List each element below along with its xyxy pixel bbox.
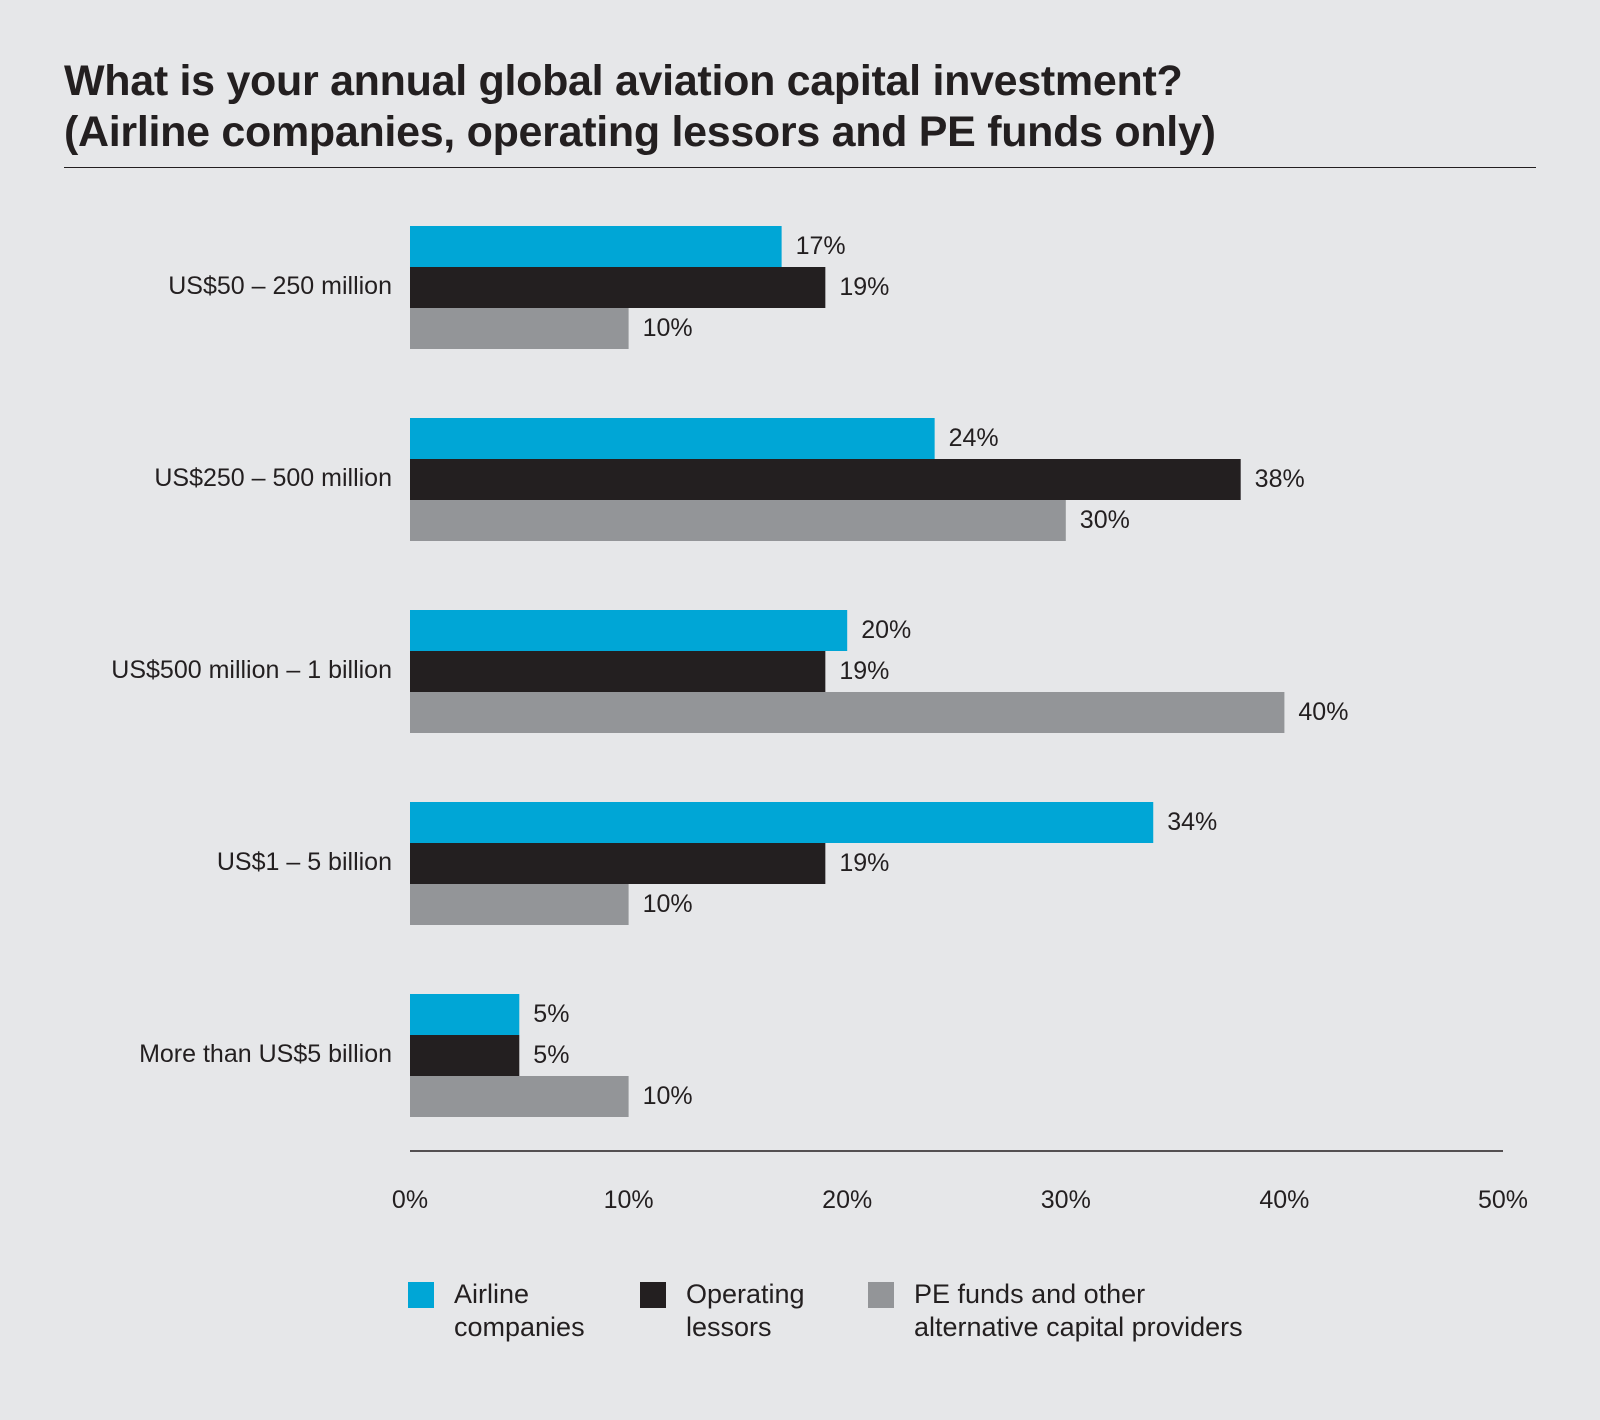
legend-label-operating-lessors: Operating lessors (686, 1278, 805, 1344)
bar-operating-lessors-us-250-500-million (410, 459, 1241, 500)
legend-label-airline-companies: Airline companies (454, 1278, 585, 1344)
category-label-us-250-500-million: US$250 – 500 million (154, 464, 392, 492)
bar-operating-lessors-us-1-5-billion (410, 843, 826, 884)
bar-airline-companies-more-than-us-5-billion (410, 994, 520, 1035)
x-tick-label-10: 10% (604, 1186, 654, 1214)
data-label-operating-lessors-more-than-us-5-billion: 5% (533, 1041, 569, 1069)
bar-airline-companies-us-1-5-billion (410, 802, 1154, 843)
bar-operating-lessors-us-50-250-million (410, 267, 826, 308)
data-label-pe-funds-and-other-alternative-capital-providers-us-250-500-million: 30% (1080, 506, 1130, 534)
bar-pe-funds-and-other-alternative-capital-providers-us-1-5-billion (410, 884, 629, 925)
legend-label-line: alternative capital providers (914, 1312, 1243, 1342)
data-label-pe-funds-and-other-alternative-capital-providers-us-50-250-million: 10% (643, 314, 693, 342)
bar-operating-lessors-more-than-us-5-billion (410, 1035, 520, 1076)
legend: Airline companies Operating lessors PE f… (408, 1278, 1408, 1358)
legend-label-line: PE funds and other (914, 1279, 1146, 1309)
data-label-operating-lessors-us-1-5-billion: 19% (839, 849, 889, 877)
bar-pe-funds-and-other-alternative-capital-providers-more-than-us-5-billion (410, 1076, 629, 1117)
category-label-more-than-us-5-billion: More than US$5 billion (139, 1040, 392, 1068)
bar-chart: US$50 – 250 million 17% 19% 10% US$250 – 500… (111, 226, 1528, 1214)
x-tick-label-0: 0% (392, 1186, 428, 1214)
legend-label-line: companies (454, 1312, 585, 1342)
data-label-operating-lessors-us-250-500-million: 38% (1255, 465, 1305, 493)
x-tick-label-40: 40% (1259, 1186, 1309, 1214)
chart-title: What is your annual global aviation capi… (64, 56, 1216, 158)
bar-pe-funds-and-other-alternative-capital-providers-us-250-500-million (410, 500, 1066, 541)
chart-title-line-2: (Airline companies, operating lessors an… (64, 108, 1216, 156)
data-label-airline-companies-more-than-us-5-billion: 5% (533, 1000, 569, 1028)
title-divider (64, 167, 1536, 168)
bar-pe-funds-and-other-alternative-capital-providers-us-500-million-1-billion (410, 692, 1285, 733)
data-label-operating-lessors-us-500-million-1-billion: 19% (839, 657, 889, 685)
category-label-us-1-5-billion: US$1 – 5 billion (217, 848, 392, 876)
legend-label-line: Airline (454, 1279, 530, 1309)
category-label-us-500-million-1-billion: US$500 million – 1 billion (111, 656, 392, 684)
legend-swatch-pe-funds (868, 1282, 894, 1308)
bar-operating-lessors-us-500-million-1-billion (410, 651, 826, 692)
legend-swatch-airline-companies (408, 1282, 434, 1308)
bar-airline-companies-us-50-250-million (410, 226, 782, 267)
x-tick-label-20: 20% (822, 1186, 872, 1214)
x-tick-label-50: 50% (1478, 1186, 1528, 1214)
bar-pe-funds-and-other-alternative-capital-providers-us-50-250-million (410, 308, 629, 349)
data-label-pe-funds-and-other-alternative-capital-providers-more-than-us-5-billion: 10% (643, 1082, 693, 1110)
legend-label-pe-funds: PE funds and other alternative capital p… (914, 1278, 1243, 1344)
legend-label-line: Operating (686, 1279, 805, 1309)
category-label-us-50-250-million: US$50 – 250 million (168, 272, 392, 300)
bar-airline-companies-us-250-500-million (410, 418, 935, 459)
legend-label-line: lessors (686, 1312, 772, 1342)
x-tick-label-30: 30% (1041, 1186, 1091, 1214)
chart-title-line-1: What is your annual global aviation capi… (64, 57, 1183, 105)
data-label-airline-companies-us-1-5-billion: 34% (1167, 808, 1217, 836)
legend-swatch-operating-lessors (640, 1282, 666, 1308)
data-label-airline-companies-us-250-500-million: 24% (949, 424, 999, 452)
data-label-airline-companies-us-500-million-1-billion: 20% (861, 616, 911, 644)
data-label-operating-lessors-us-50-250-million: 19% (839, 273, 889, 301)
data-label-pe-funds-and-other-alternative-capital-providers-us-500-million-1-billion: 40% (1298, 698, 1348, 726)
bar-airline-companies-us-500-million-1-billion (410, 610, 848, 651)
data-label-airline-companies-us-50-250-million: 17% (796, 232, 846, 260)
data-label-pe-funds-and-other-alternative-capital-providers-us-1-5-billion: 10% (643, 890, 693, 918)
